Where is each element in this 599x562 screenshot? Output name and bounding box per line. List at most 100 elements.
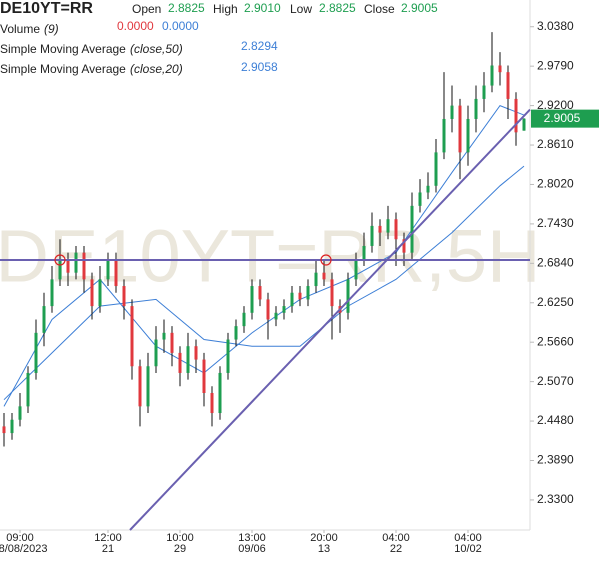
price-tag-label: 2.9005 <box>544 111 581 125</box>
candle-body <box>234 326 238 340</box>
candle-body <box>330 279 334 307</box>
candle-body <box>42 306 46 333</box>
candle-body <box>10 419 14 434</box>
y-tick-label: 2.8610 <box>537 137 574 151</box>
y-tick-label: 2.4480 <box>537 413 574 427</box>
sma-value: 2.9058 <box>241 60 278 74</box>
candle-body <box>370 225 374 246</box>
ohlc-value: 2.9010 <box>244 1 281 15</box>
ohlc-label: Open <box>132 2 161 16</box>
candle-body <box>514 98 518 133</box>
candle-body <box>346 279 350 313</box>
y-tick-label: 3.0380 <box>537 19 574 33</box>
y-tick-label: 2.5070 <box>537 374 574 388</box>
y-tick-label: 2.3300 <box>537 492 574 506</box>
candle-body <box>250 286 254 313</box>
candle-body <box>186 346 190 373</box>
candle-body <box>194 346 198 360</box>
sma-args: (close,50) <box>130 42 183 56</box>
candle-body <box>322 272 326 280</box>
x-tick-label: 04:00 <box>382 532 410 544</box>
candle-body <box>298 292 302 300</box>
y-tick-label: 2.9790 <box>537 58 574 72</box>
candle-body <box>26 372 30 407</box>
candle-body <box>90 279 94 307</box>
volume-value: 0.0000 <box>162 19 199 33</box>
anchor-marker <box>320 254 332 266</box>
candle-body <box>386 219 390 233</box>
sma-name: Simple Moving Average <box>0 42 126 56</box>
ohlc-label: Low <box>290 2 312 16</box>
candle-body <box>354 259 358 280</box>
candle-body <box>306 286 310 300</box>
symbol: DE10YT=RR <box>0 0 93 17</box>
x-tick-sublabel: 13 <box>318 543 330 555</box>
candle-body <box>458 105 462 153</box>
x-tick-label: 12:00 <box>94 532 122 544</box>
candle-body <box>498 65 502 73</box>
candle-body <box>394 219 398 240</box>
ohlc-label: Close <box>364 2 395 16</box>
volume-label: Volume <box>0 22 40 36</box>
candle-body <box>146 366 150 407</box>
sma-name: Simple Moving Average <box>0 62 126 76</box>
x-tick-sublabel: 22 <box>390 543 402 555</box>
volume-args: (9) <box>44 22 59 36</box>
trendline <box>129 108 531 531</box>
candle-body <box>34 332 38 373</box>
y-tick-label: 2.3890 <box>537 453 574 467</box>
candle-body <box>218 372 222 414</box>
y-tick-label: 2.5660 <box>537 334 574 348</box>
candle-body <box>242 312 246 327</box>
ohlc-value: 2.8825 <box>319 1 356 15</box>
x-tick-sublabel: 09/06 <box>238 543 266 555</box>
candle-body <box>418 192 422 206</box>
candle-body <box>506 72 510 99</box>
candle-body <box>274 312 278 320</box>
candle-body <box>258 286 262 300</box>
header: DE10YT=RR Open 2.8825 High 2.9010 Low 2.… <box>0 0 438 76</box>
ohlc-value: 2.9005 <box>401 1 438 15</box>
x-tick-sublabel: 08/08/2023 <box>0 543 48 555</box>
x-tick-label: 13:00 <box>238 532 266 544</box>
candle-body <box>178 352 182 373</box>
candle-body <box>426 185 430 193</box>
candle-body <box>474 98 478 119</box>
candle-body <box>490 65 494 86</box>
candle-body <box>362 245 366 260</box>
y-tick-label: 2.8020 <box>537 177 574 191</box>
sma-args: (close,20) <box>130 62 183 76</box>
candle-body <box>450 105 454 119</box>
candle-body <box>522 118 526 131</box>
candle-body <box>482 85 486 99</box>
candle-body <box>50 279 54 307</box>
ohlc-value: 2.8825 <box>168 1 205 15</box>
candle-body <box>2 426 6 434</box>
candle-body <box>138 366 142 407</box>
anchor-marker <box>54 254 66 266</box>
x-tick-sublabel: 21 <box>102 543 114 555</box>
candle-body <box>314 272 318 287</box>
candle-body <box>434 152 438 186</box>
x-tick-label: 09:00 <box>6 532 34 544</box>
x-tick-label: 04:00 <box>454 532 482 544</box>
candle-body <box>442 118 446 153</box>
candle-body <box>282 306 286 313</box>
sma-value: 2.8294 <box>241 39 278 53</box>
candle-body <box>378 225 382 233</box>
candle-body <box>18 406 22 420</box>
volume-value: 0.0000 <box>117 19 154 33</box>
candle-body <box>130 306 134 367</box>
price-tag <box>531 109 599 128</box>
candle-body <box>82 252 86 280</box>
candle-body <box>66 259 70 273</box>
candle-body <box>58 259 62 280</box>
candle-body <box>98 279 102 307</box>
x-tick-sublabel: 29 <box>174 543 186 555</box>
candle-body <box>210 392 214 414</box>
candle-body <box>106 259 110 280</box>
candle-body <box>74 252 78 273</box>
candle-body <box>170 332 174 353</box>
candle-body <box>402 239 406 253</box>
